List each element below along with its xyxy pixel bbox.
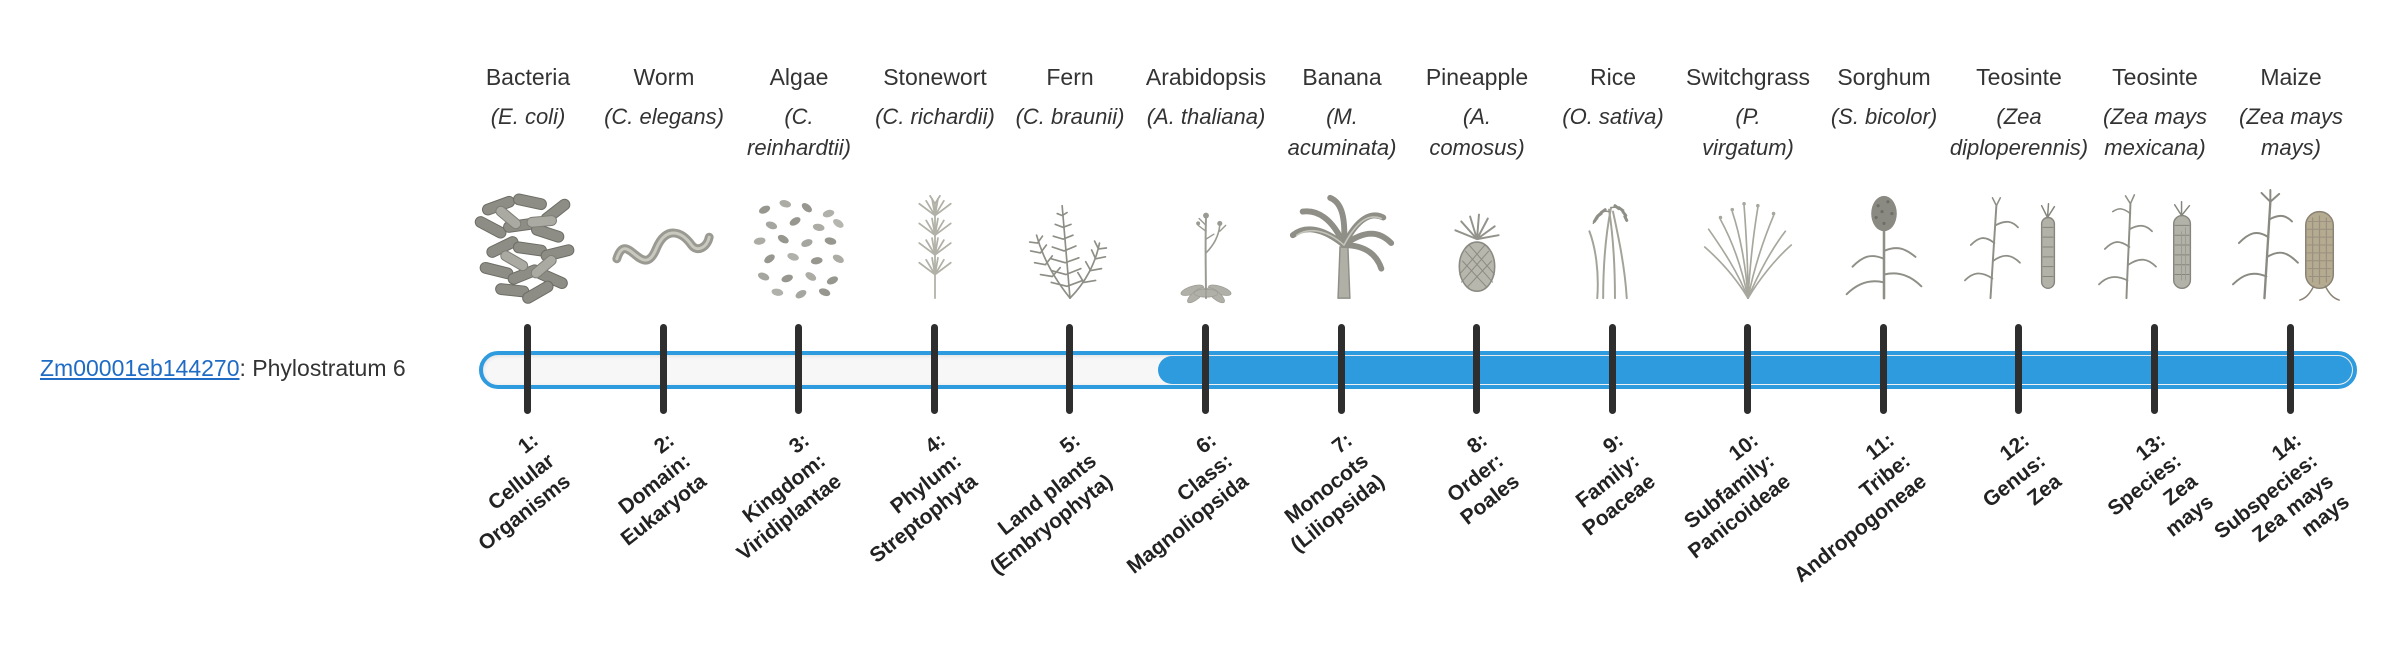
organism-common-name: Arabidopsis bbox=[1145, 64, 1267, 90]
phylostratum-tick bbox=[524, 324, 531, 414]
phylostratum-tick bbox=[1473, 324, 1480, 414]
organism-scientific-name: (M. acuminata) bbox=[1287, 104, 1397, 160]
stonewort-icon bbox=[855, 176, 1015, 306]
pineapple-icon bbox=[1397, 176, 1557, 306]
phylostratum-track bbox=[479, 351, 2357, 389]
organism-common-name: Maize bbox=[2260, 64, 2322, 90]
organism-scientific-name: (S. bicolor) bbox=[1830, 104, 1938, 129]
organism-common-name: Sorghum bbox=[1837, 64, 1931, 90]
gene-link[interactable]: Zm00001eb144270 bbox=[40, 355, 240, 381]
sorghum-icon bbox=[1804, 176, 1964, 306]
teosinte-diploperennis-icon bbox=[1939, 176, 2099, 306]
organism-common-name: Bacteria bbox=[485, 64, 571, 90]
phylostratum-tick bbox=[1609, 324, 1616, 414]
organism-scientific-name: (E. coli) bbox=[490, 104, 566, 129]
worm-icon bbox=[584, 176, 744, 306]
arabidopsis-icon bbox=[1126, 176, 1286, 306]
algae-icon bbox=[719, 176, 879, 306]
organism-common-name: Stonewort bbox=[883, 64, 987, 90]
organism-common-name: Rice bbox=[1589, 64, 1637, 90]
gene-label: Zm00001eb144270: Phylostratum 6 bbox=[40, 355, 406, 382]
organism-scientific-name: (A. thaliana) bbox=[1146, 104, 1266, 129]
teosinte-mexicana-icon bbox=[2075, 176, 2235, 306]
fern-icon bbox=[990, 176, 1150, 306]
organism-common-name: Teosinte bbox=[2112, 64, 2198, 90]
organism-scientific-name: (A. comosus) bbox=[1429, 104, 1525, 160]
organism-scientific-name: (C. braunii) bbox=[1015, 104, 1125, 129]
rice-icon bbox=[1533, 176, 1693, 306]
phylostratum-tick bbox=[1338, 324, 1345, 414]
organism-scientific-name: (C. elegans) bbox=[604, 104, 724, 129]
phylostratum-tick bbox=[1066, 324, 1073, 414]
organism-common-name: Teosinte bbox=[1976, 64, 2062, 90]
organism-common-name: Pineapple bbox=[1425, 64, 1529, 90]
phylostratum-tick bbox=[660, 324, 667, 414]
phylostratum-tick bbox=[2015, 324, 2022, 414]
organism-scientific-name: (P. virgatum) bbox=[1702, 104, 1794, 160]
organism-common-name: Banana bbox=[1302, 64, 1382, 90]
phylostratum-tick bbox=[1880, 324, 1887, 414]
phylostratum-tick bbox=[1744, 324, 1751, 414]
organism-common-name: Fern bbox=[1046, 64, 1094, 90]
organism-scientific-name: (Zea diploperennis) bbox=[1949, 104, 2089, 160]
organism-scientific-name: (C. reinhardtii) bbox=[747, 104, 851, 160]
organism-scientific-name: (Zea mays mexicana) bbox=[2103, 104, 2207, 160]
banana-icon bbox=[1262, 176, 1422, 306]
organism-common-name: Switchgrass bbox=[1686, 64, 1810, 90]
bacteria-icon bbox=[448, 176, 608, 306]
organism-scientific-name: (Zea mays mays) bbox=[2239, 104, 2343, 160]
switchgrass-icon bbox=[1668, 176, 1828, 306]
maize-icon bbox=[2211, 176, 2371, 306]
phylostratum-tick bbox=[931, 324, 938, 414]
organism-scientific-name: (O. sativa) bbox=[1562, 104, 1664, 129]
phylostratum-tick bbox=[2151, 324, 2158, 414]
phylostratum-tick bbox=[1202, 324, 1209, 414]
organism-common-name: Worm bbox=[633, 64, 695, 90]
organism-scientific-name: (C. richardii) bbox=[875, 104, 995, 129]
phylostratum-text: : Phylostratum 6 bbox=[239, 355, 406, 381]
phylostratum-tick bbox=[795, 324, 802, 414]
phylostratum-tick bbox=[2287, 324, 2294, 414]
organism-common-name: Algae bbox=[769, 64, 829, 90]
